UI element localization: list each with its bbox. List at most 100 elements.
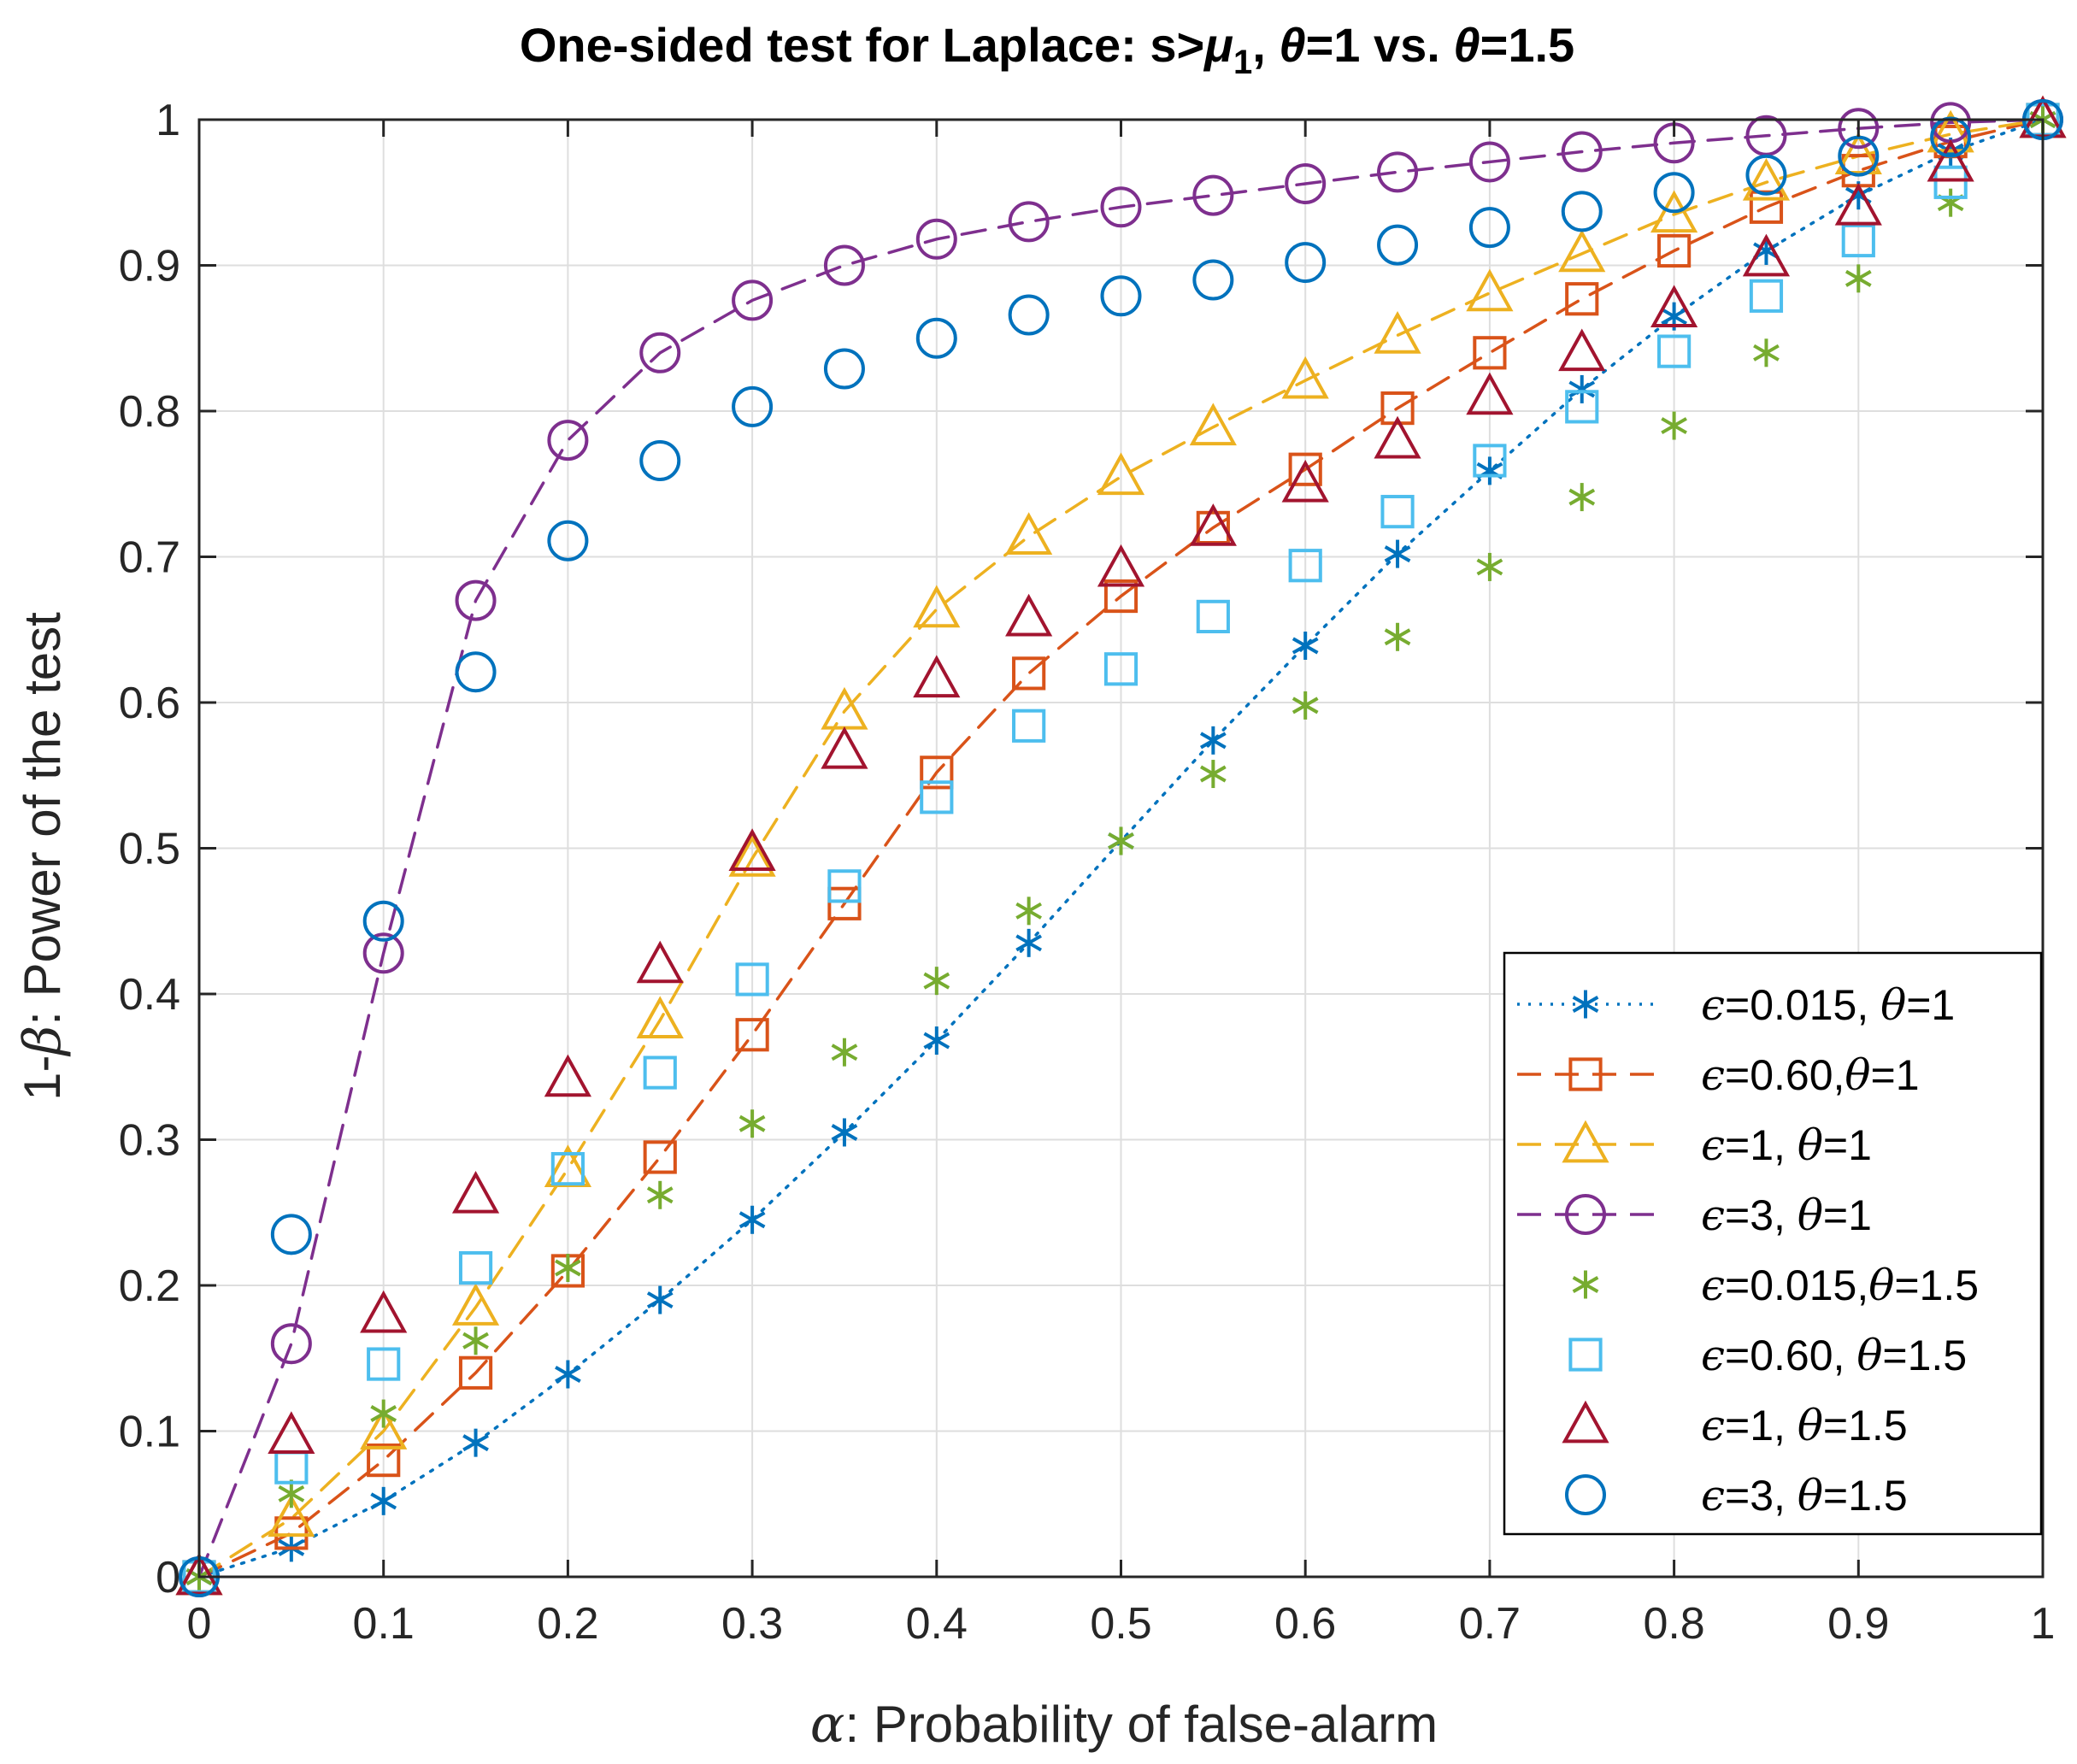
legend-label-a: =3, <box>1725 1472 1798 1520</box>
legend-label-a: =0.015, <box>1725 981 1880 1029</box>
data-point-shape <box>1558 229 1606 273</box>
series-line-4 <box>197 118 2045 1579</box>
x-tick-label: 0.9 <box>1827 1599 1889 1649</box>
legend-label-theta: θ <box>1798 1471 1823 1520</box>
data-point-shape <box>913 655 961 698</box>
data-point-shape <box>1196 599 1230 634</box>
data-point <box>923 1026 950 1055</box>
data-point <box>1097 544 1145 587</box>
data-point-stroke <box>831 1044 858 1061</box>
data-point <box>1288 452 1322 486</box>
legend-label-eps: ϵ <box>1701 1050 1725 1100</box>
data-point <box>1008 201 1050 243</box>
legend-marker <box>1568 1057 1603 1091</box>
data-point-stroke <box>1384 545 1411 563</box>
data-point <box>1653 172 1695 214</box>
data-point-shape <box>643 1140 677 1174</box>
data-point <box>1015 897 1043 926</box>
data-point <box>1012 709 1046 743</box>
data-point <box>1657 334 1692 368</box>
tick-marks <box>197 118 2045 1579</box>
data-point <box>1565 282 1599 316</box>
data-point <box>1292 691 1319 720</box>
data-point <box>360 1407 408 1449</box>
data-point <box>268 1411 315 1454</box>
data-point-shape <box>1558 328 1606 372</box>
legend-label-eps: ϵ <box>1701 1120 1725 1170</box>
legend-marker-shape <box>1565 1194 1606 1235</box>
legend-label-a: =0.60, <box>1725 1051 1845 1099</box>
data-point-shape <box>1933 165 1968 199</box>
data-point <box>1834 132 1882 174</box>
data-point <box>1103 579 1139 614</box>
data-point-shape <box>1377 151 1419 193</box>
data-point <box>1558 328 1606 372</box>
legend-item-3: ϵ=1, θ=1 <box>1517 1120 1872 1170</box>
data-point <box>913 655 961 698</box>
data-point-stroke <box>1108 832 1134 850</box>
legend-label: ϵ=0.015,θ=1.5 <box>1701 1261 1979 1310</box>
data-point-shape <box>270 1323 312 1365</box>
data-point-stroke <box>738 1211 766 1229</box>
data-point <box>827 869 862 903</box>
data-point <box>915 317 957 359</box>
title-middle: , <box>1252 18 1279 72</box>
data-point-stroke <box>738 1114 766 1132</box>
data-point <box>1377 224 1419 266</box>
legend-label-eps: ϵ <box>1701 980 1725 1030</box>
data-point-shape <box>1927 109 1974 153</box>
legend-marker <box>1562 1120 1609 1163</box>
data-point-shape <box>1650 190 1698 233</box>
data-point-stroke <box>1476 558 1503 576</box>
data-point-shape <box>455 651 497 693</box>
data-point-shape <box>270 1214 312 1255</box>
data-point-shape <box>367 1444 401 1478</box>
data-point <box>1568 483 1596 512</box>
data-point-shape <box>1653 172 1695 214</box>
title-eq1: =1 vs. <box>1306 18 1454 72</box>
data-point <box>821 726 868 769</box>
y-tick-label: 0.3 <box>119 1116 180 1166</box>
data-point-shape <box>920 780 954 814</box>
data-point-shape <box>1565 390 1599 424</box>
data-point <box>1841 223 1875 258</box>
y-tick-label: 0 <box>156 1553 180 1602</box>
data-point-shape <box>915 317 957 359</box>
legend-item-1: ϵ=0.015, θ=1 <box>1517 980 1955 1030</box>
data-point-shape <box>547 420 589 462</box>
legend-label: ϵ=1, θ=1.5 <box>1701 1401 1908 1450</box>
data-point <box>823 244 865 286</box>
legend-item-6: ϵ=0.60, θ=1.5 <box>1568 1331 1967 1380</box>
data-point <box>823 348 865 390</box>
title-mu: μ <box>1203 18 1233 72</box>
data-point <box>1749 190 1784 224</box>
data-point-shape <box>1749 190 1784 224</box>
data-point <box>1192 174 1234 216</box>
data-point-shape <box>1005 512 1053 555</box>
data-point-stroke <box>462 1332 489 1349</box>
data-point-stroke <box>1568 488 1596 506</box>
data-point-shape <box>175 1552 223 1596</box>
data-point <box>362 900 404 942</box>
legend-label-theta: θ <box>1845 1050 1870 1100</box>
data-point <box>1281 459 1329 503</box>
data-point-shape <box>1281 459 1329 503</box>
x-tick-label: 0.7 <box>1459 1599 1521 1649</box>
legend-label-b: =1 <box>1906 981 1955 1029</box>
legend-marker-shape <box>1565 1474 1606 1515</box>
data-point-shape <box>636 996 684 1039</box>
data-point <box>735 962 769 997</box>
data-point <box>1015 928 1043 957</box>
data-point-stroke <box>370 1405 397 1423</box>
data-point-shape <box>547 520 589 562</box>
data-point-stroke <box>1753 344 1780 362</box>
data-point <box>1008 294 1050 336</box>
data-point <box>1012 656 1046 691</box>
data-point-shape <box>550 1152 585 1186</box>
legend-item-4: ϵ=3, θ=1 <box>1517 1191 1872 1240</box>
legend-label-theta: θ <box>1798 1191 1823 1240</box>
data-point-shape <box>1657 334 1692 368</box>
data-point-stroke <box>1845 269 1872 287</box>
y-tick-label: 0.2 <box>119 1261 180 1311</box>
data-point <box>738 1205 766 1234</box>
